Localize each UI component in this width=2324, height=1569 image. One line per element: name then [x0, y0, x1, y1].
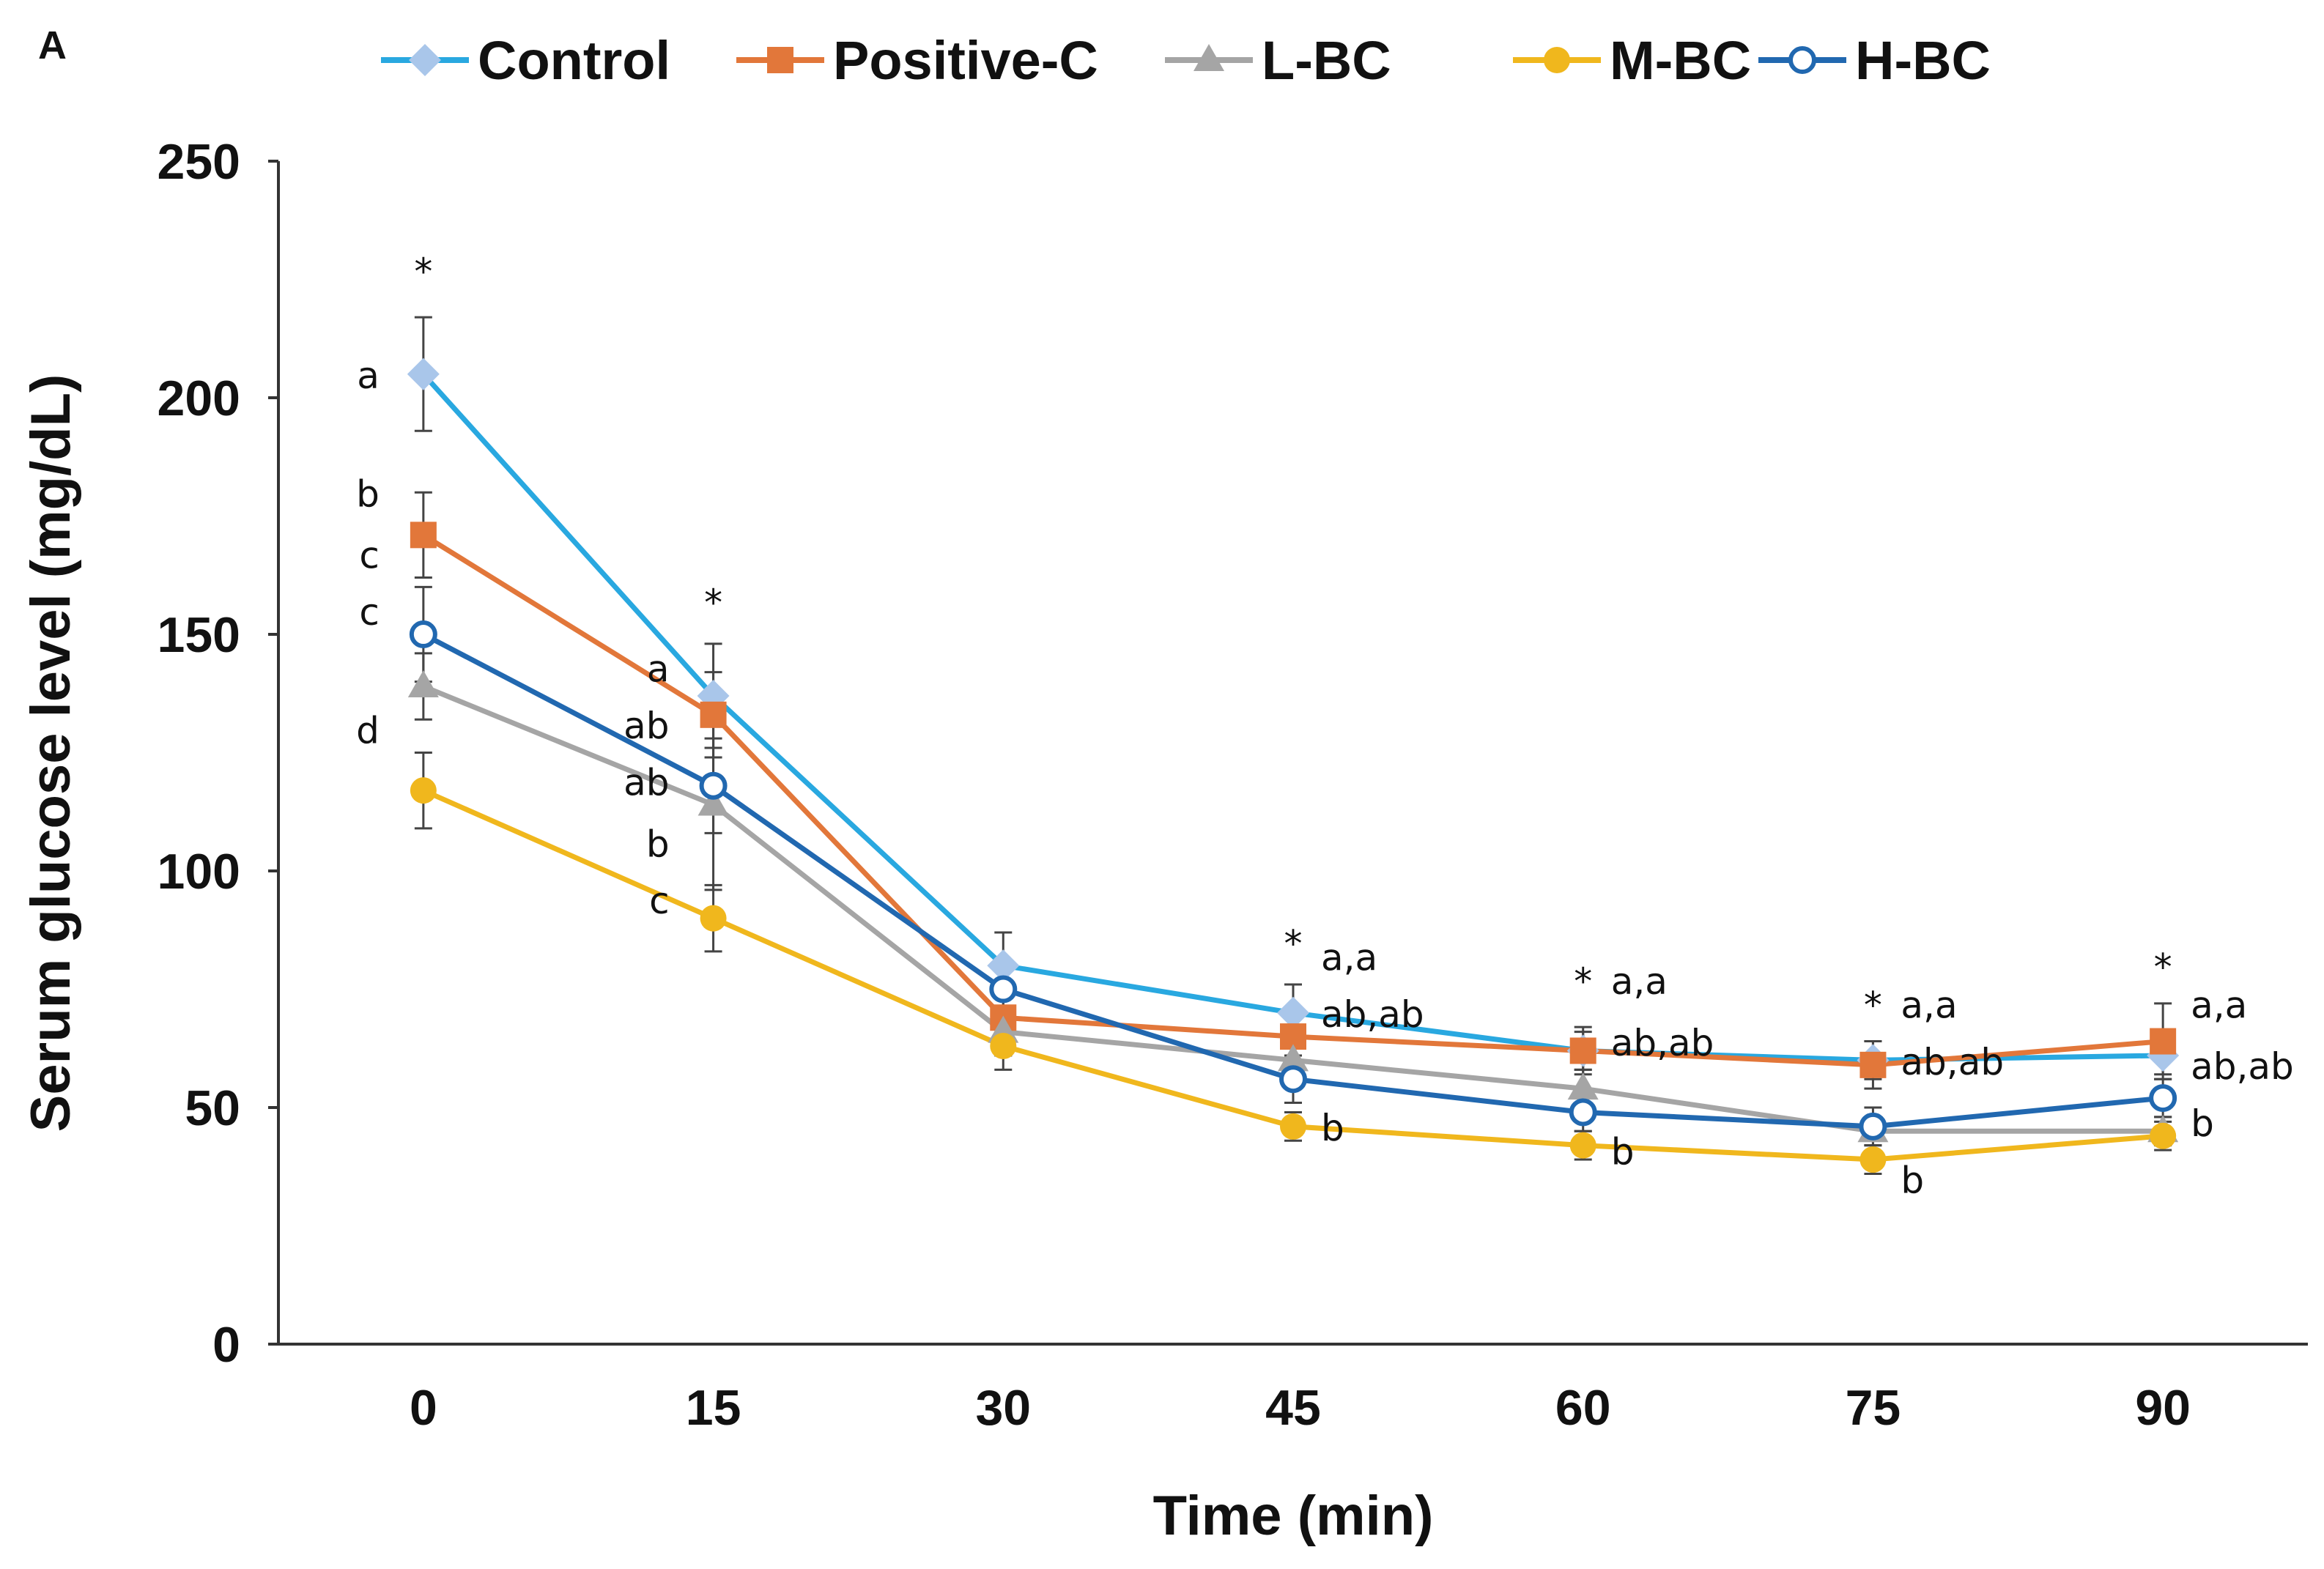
annotation-label: *	[1864, 984, 1882, 1026]
panel-label: A	[38, 23, 67, 67]
y-tick-label: 200	[158, 371, 240, 426]
legend: Control Positive-C L-BC M-BC H-BC	[381, 30, 1991, 91]
annotation-label: c	[359, 535, 380, 577]
axes	[277, 161, 2308, 1346]
x-tick-label: 45	[1265, 1380, 1321, 1436]
data-point	[700, 701, 727, 728]
y-tick-label: 100	[158, 844, 240, 900]
data-point	[767, 47, 793, 73]
x-tick-labels: 0 15 30 45 60 75 90	[410, 1380, 2191, 1436]
annotation-label: *	[414, 251, 432, 293]
data-point	[1859, 1146, 1887, 1173]
annotation-label: *	[1284, 922, 1303, 965]
data-point	[699, 771, 728, 800]
x-tick-label: 0	[410, 1380, 437, 1436]
series-markers	[407, 357, 2180, 1173]
annotation-label: b	[1321, 1107, 1344, 1149]
data-point	[1278, 1044, 1309, 1072]
series-line	[422, 787, 2164, 1162]
legend-label: H-BC	[1855, 30, 1991, 91]
annotation-label: *	[704, 582, 722, 624]
legend-label: Control	[478, 30, 670, 91]
annotation-label: *	[1574, 960, 1592, 1003]
data-point	[1544, 47, 1570, 73]
data-point	[1569, 1098, 1597, 1127]
x-tick-label: 75	[1846, 1380, 1901, 1436]
annotation-label: c	[359, 591, 380, 634]
y-tick-labels: 0 50 100 150 200 250	[158, 134, 278, 1373]
y-tick-label: 0	[212, 1317, 240, 1373]
data-point	[1194, 44, 1224, 71]
data-point	[1567, 1072, 1599, 1100]
annotation-label: ab,ab	[1611, 1022, 1714, 1064]
data-point	[989, 975, 1018, 1004]
annotation-label: ab,ab	[2191, 1045, 2294, 1088]
y-tick-label: 150	[158, 607, 240, 663]
x-tick-label: 30	[975, 1380, 1031, 1436]
annotation-label: a	[357, 355, 380, 397]
data-point	[2150, 1122, 2177, 1149]
data-point	[700, 905, 727, 932]
annotation-label: ab	[623, 762, 669, 804]
annotation-label: ab,ab	[1901, 1041, 2004, 1083]
data-point	[1859, 1051, 1887, 1078]
legend-label: Positive-C	[833, 30, 1098, 91]
data-point	[2149, 1084, 2177, 1113]
data-point	[410, 522, 437, 549]
annotation-label: b	[2191, 1102, 2214, 1145]
data-point	[2150, 1028, 2177, 1055]
data-point	[990, 1033, 1017, 1060]
annotation-label: ab,ab	[1321, 993, 1424, 1036]
x-tick-label: 15	[686, 1380, 741, 1436]
x-tick-label: 90	[2135, 1380, 2191, 1436]
data-point	[407, 357, 440, 390]
annotation-label: b	[646, 823, 670, 866]
data-point	[1279, 1065, 1307, 1094]
data-point	[410, 777, 437, 804]
x-axis-title: Time (min)	[1153, 1485, 1434, 1547]
x-tick-label: 60	[1555, 1380, 1611, 1436]
annotation-label: b	[1901, 1159, 1924, 1201]
annotation-label: b	[1611, 1131, 1635, 1173]
data-point	[409, 44, 441, 76]
data-point	[987, 949, 1020, 982]
y-tick-label: 50	[185, 1080, 240, 1136]
annotation-label: a,a	[1611, 960, 1668, 1003]
legend-label: L-BC	[1262, 30, 1391, 91]
data-point	[697, 788, 729, 816]
annotation-label: a,a	[1901, 984, 1957, 1026]
legend-label: M-BC	[1610, 30, 1751, 91]
data-point	[1788, 46, 1816, 74]
data-point	[1280, 1113, 1306, 1140]
annotation-label: d	[356, 710, 380, 752]
annotation-label: a	[647, 648, 670, 691]
annotation-label: a,a	[2191, 984, 2247, 1026]
annotation-label: b	[356, 473, 380, 516]
data-point	[1569, 1132, 1596, 1159]
data-point	[1277, 996, 1309, 1029]
annotation-label: a,a	[1321, 937, 1377, 979]
annotation-label: c	[649, 880, 670, 922]
y-axis-title: Serum glucose level (mg/dL)	[20, 374, 82, 1132]
y-tick-label: 250	[158, 134, 240, 190]
annotation-label: ab	[623, 705, 669, 747]
data-point	[409, 620, 437, 648]
annotation-label: *	[2154, 946, 2172, 989]
data-point	[1569, 1037, 1596, 1064]
data-point	[1859, 1112, 1887, 1140]
data-point	[407, 670, 439, 698]
